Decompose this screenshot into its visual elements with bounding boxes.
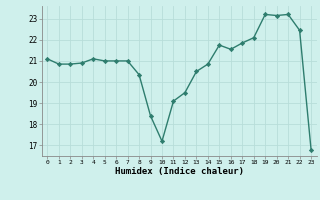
X-axis label: Humidex (Indice chaleur): Humidex (Indice chaleur) (115, 167, 244, 176)
